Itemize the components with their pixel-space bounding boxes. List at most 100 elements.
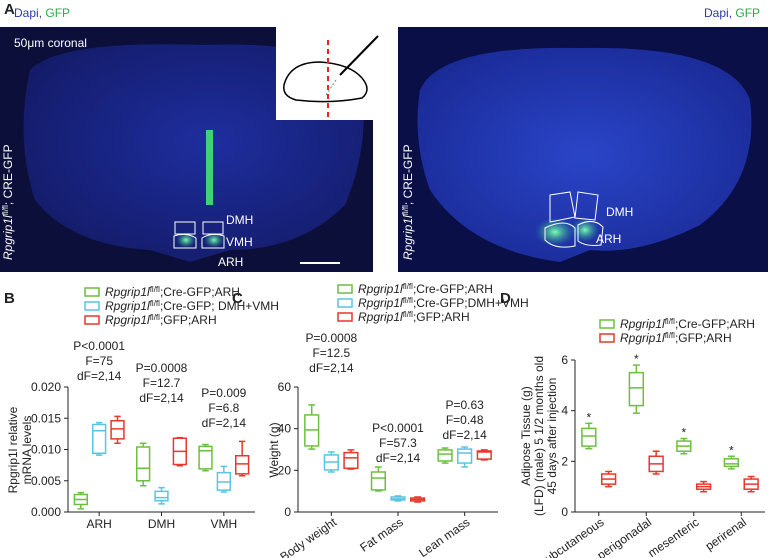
y-tick-label: 0.005 — [31, 474, 61, 488]
box — [110, 420, 125, 440]
stat-annotation: dF=2,14 — [309, 361, 354, 375]
box — [92, 423, 107, 454]
y-tick-label: 4 — [561, 404, 568, 418]
genotype: ; CRE-GFP — [401, 144, 415, 205]
stat-annotation: dF=2,14 — [442, 428, 487, 442]
y-axis-title: Weight (g) — [267, 422, 281, 477]
gene: Rpgrip1l — [401, 215, 415, 260]
legend-swatch — [599, 333, 615, 343]
region-label: VMH — [226, 235, 253, 249]
box — [437, 449, 453, 462]
gene: Rpgrip1l — [620, 331, 665, 345]
legend-entry: Rpgrip1lfl/fl;GFP;ARH — [620, 331, 732, 345]
y-tick-label: 0.010 — [31, 443, 61, 457]
significance-star: * — [682, 426, 687, 440]
y-tick-label: 20 — [278, 463, 292, 477]
y-tick-label: 2 — [561, 454, 568, 468]
box — [136, 446, 151, 482]
legend-swatch — [84, 287, 100, 297]
box — [628, 371, 645, 407]
legend-swatch — [337, 284, 353, 294]
y-axis-title: Adipose Tissue (g) — [519, 386, 533, 485]
significance-star: * — [729, 443, 734, 457]
stat-annotation: F=12.7 — [143, 376, 181, 390]
x-tick-label: Fat mass — [357, 515, 405, 555]
stat-annotation: P=0.0008 — [305, 331, 357, 345]
y-tick-label: 0.015 — [31, 411, 61, 425]
region-label: ARH — [218, 255, 243, 269]
stat-annotation: F=57.3 — [379, 436, 417, 450]
y-axis-title: 45 days after injection — [545, 378, 559, 495]
gene: Rpgrip1l — [358, 296, 403, 310]
allele: fl/fl — [401, 205, 410, 215]
stat-annotation: F=75 — [85, 354, 113, 368]
stat-annotation: P=0.63 — [445, 398, 484, 412]
legend-entry: Rpgrip1lfl/fl;Cre-GFP;ARH — [620, 317, 755, 331]
x-tick-label: Lean mass — [416, 515, 472, 558]
box — [343, 451, 359, 469]
stat-annotation: dF=2,14 — [77, 369, 122, 383]
injection-schematic — [276, 22, 396, 120]
box — [476, 450, 492, 460]
gene: Rpgrip1l — [620, 317, 665, 331]
gene: Rpgrip1l — [1, 215, 15, 260]
genotype: ; CRE-GFP — [1, 144, 15, 205]
allele: fl/fl — [150, 313, 160, 322]
x-tick-label: perirenal — [703, 515, 749, 553]
legend-swatch — [337, 298, 353, 308]
gene: Rpgrip1l — [358, 310, 403, 324]
y-axis-title: mRNA levels — [20, 416, 34, 485]
stain-label: Dapi, GFP — [14, 6, 70, 20]
scale-text: 50μm coronal — [14, 36, 87, 50]
genotype: ;Cre-GFP;ARH — [675, 317, 755, 331]
region-label: ARH — [596, 232, 621, 246]
right-micrograph — [398, 27, 768, 272]
legend-entry: Rpgrip1lfl/fl;Cre-GFP;DMH+VMH — [358, 296, 529, 310]
panel-label: A — [4, 1, 15, 18]
x-tick-label: perigonadal — [595, 515, 654, 558]
genotype: ;GFP;ARH — [413, 310, 470, 324]
y-tick-label: 0.020 — [31, 380, 61, 394]
x-tick-label: DMH — [148, 517, 175, 531]
stain: Dapi — [14, 6, 39, 20]
box — [235, 455, 250, 475]
genotype: ;GFP;ARH — [675, 331, 732, 345]
y-tick-label: 0 — [284, 505, 291, 519]
legend-entry: Rpgrip1lfl/fl;Cre-GFP; DMH+VMH — [105, 299, 279, 313]
y-tick-label: 6 — [561, 353, 568, 367]
allele: fl/fl — [403, 310, 413, 319]
allele: fl/fl — [403, 296, 413, 305]
genotype: ;Cre-GFP;ARH — [413, 282, 493, 296]
allele: fl/fl — [665, 331, 675, 340]
stain: Dapi — [704, 6, 729, 20]
allele: fl/fl — [1, 205, 10, 215]
gene: Rpgrip1l — [105, 299, 150, 313]
panel-label: D — [500, 290, 511, 307]
y-tick-label: 0 — [561, 505, 568, 519]
genotype: ;GFP;ARH — [160, 313, 217, 327]
legend-swatch — [84, 315, 100, 325]
y-tick-label: 60 — [278, 380, 292, 394]
legend-entry: Rpgrip1lfl/fl;GFP;ARH — [358, 310, 470, 324]
stat-annotation: P<0.0001 — [73, 339, 125, 353]
stat-annotation: F=6.8 — [208, 401, 239, 415]
region-label: DMH — [606, 205, 633, 219]
legend-entry: Rpgrip1lfl/fl;Cre-GFP;ARH — [105, 285, 240, 299]
significance-star: * — [587, 410, 592, 424]
stat-annotation: P<0.0001 — [372, 421, 424, 435]
gene: Rpgrip1l — [105, 313, 150, 327]
y-axis-title: (LFD) (male) 5 1/2 months old — [532, 356, 546, 516]
box — [581, 427, 597, 447]
allele: fl/fl — [150, 285, 160, 294]
x-tick-label: VMH — [210, 517, 237, 531]
side-label: Rpgrip1lfl/fl; CRE-GFP — [1, 144, 15, 260]
stat-annotation: P=0.009 — [201, 386, 246, 400]
panel-label: B — [4, 290, 15, 307]
x-tick-label: mesenteric — [645, 515, 701, 558]
legend-swatch — [337, 312, 353, 322]
significance-star: * — [634, 352, 639, 366]
genotype: ;Cre-GFP;ARH — [160, 285, 240, 299]
stat-annotation: F=0.48 — [446, 413, 484, 427]
y-tick-label: 40 — [278, 422, 292, 436]
